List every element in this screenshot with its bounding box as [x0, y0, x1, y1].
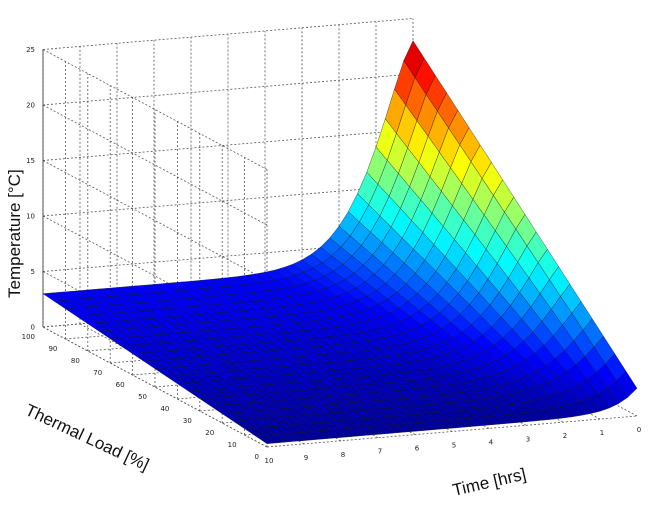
load-tick-label: 50 [138, 393, 147, 401]
load-tick-label: 40 [160, 405, 169, 413]
time-tick-label: 0 [637, 426, 641, 434]
load-tick-label: 30 [183, 417, 192, 425]
z-tick-label: 0 [31, 324, 35, 332]
load-tick-label: 90 [48, 345, 57, 353]
load-tick-label: 80 [71, 357, 80, 365]
time-tick-label: 9 [304, 454, 308, 462]
time-tick-label: 2 [563, 432, 567, 440]
z-tick-label: 25 [26, 46, 35, 54]
load-tick-label: 20 [205, 429, 214, 437]
load-tick-label: 10 [228, 441, 237, 449]
time-tick-label: 3 [526, 435, 530, 443]
time-tick-label: 6 [415, 445, 420, 453]
z-tick-label: 20 [26, 102, 35, 110]
time-tick-label: 5 [452, 442, 456, 450]
time-tick-label: 7 [378, 448, 382, 456]
surface-patch [403, 40, 425, 78]
time-tick-label: 1 [600, 429, 604, 437]
z-tick-label: 15 [26, 157, 35, 165]
z-tick-label: 10 [26, 213, 35, 221]
load-tick-label: 0 [255, 453, 259, 461]
z-axis-label: Temperature [°C] [5, 169, 24, 298]
x-axis-label: Time [hrs] [451, 465, 528, 500]
time-tick-label: 4 [489, 438, 494, 446]
z-tick-label: 5 [31, 268, 35, 276]
time-tick-label: 8 [341, 451, 345, 459]
load-tick-label: 70 [93, 369, 102, 377]
y-axis-label: Thermal Load [%] [22, 400, 152, 474]
load-tick-label: 60 [116, 381, 125, 389]
surface-mesh [42, 40, 638, 444]
load-tick-label: 100 [22, 333, 35, 341]
time-tick-label: 10 [265, 457, 274, 465]
